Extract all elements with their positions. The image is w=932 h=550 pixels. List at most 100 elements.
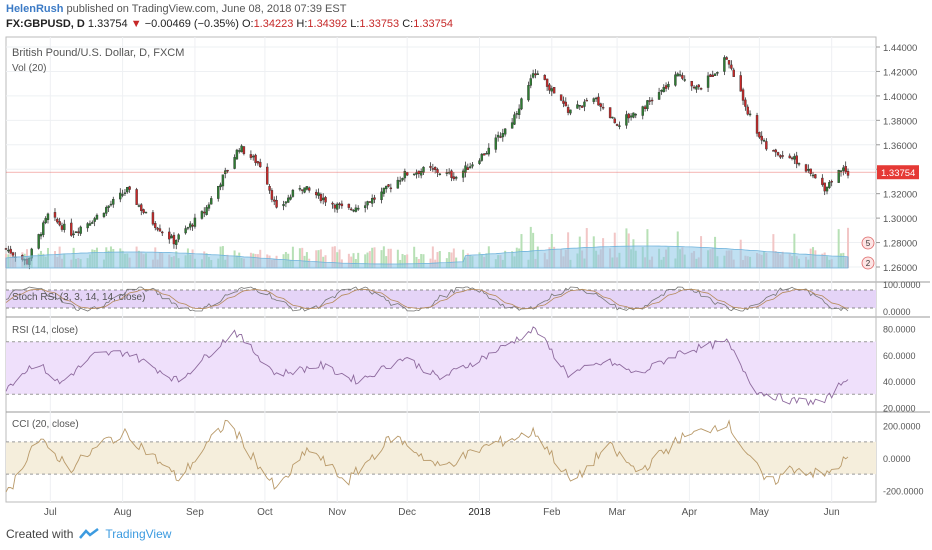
x-tick-label-aug: Aug <box>114 507 132 518</box>
volume-bar <box>298 248 301 268</box>
candle-body <box>543 75 546 80</box>
open-label: O: <box>241 18 254 30</box>
candle-body <box>730 64 733 69</box>
candle-body <box>319 193 323 202</box>
volume-bar <box>338 249 341 268</box>
candle-body <box>632 112 635 118</box>
candle-body <box>578 105 581 107</box>
candle-body <box>536 73 540 75</box>
candle-body <box>527 85 530 101</box>
open-value: 1.34223 <box>253 18 294 30</box>
candle-body <box>629 115 633 118</box>
volume-bar <box>415 256 418 268</box>
candle-body <box>499 136 502 138</box>
candle-body <box>107 205 110 208</box>
candle-body <box>333 204 337 209</box>
candle-body <box>515 113 519 115</box>
candle-body <box>723 57 726 72</box>
cci-tick-label: 0.0000 <box>883 454 911 464</box>
close-label: C: <box>402 18 414 30</box>
candle-body <box>177 234 180 240</box>
candle-body <box>485 153 488 155</box>
candle-body <box>695 86 698 90</box>
candle-body <box>776 152 780 156</box>
candle-body <box>744 99 747 107</box>
candle-body <box>415 172 418 175</box>
candle-body <box>534 73 537 76</box>
candle-body <box>454 176 458 179</box>
candle-body <box>338 203 341 206</box>
candle-body <box>170 235 173 239</box>
candle-body <box>289 196 292 200</box>
volume-bar <box>793 233 796 268</box>
rsi-tick-label: 80.0000 <box>883 325 916 335</box>
candle-body <box>478 160 481 164</box>
volume-bar <box>431 246 434 268</box>
candle-body <box>91 222 94 224</box>
stoch-band <box>6 290 876 308</box>
volume-bar <box>452 248 455 268</box>
candle-body <box>308 187 311 191</box>
volume-bar <box>350 256 353 268</box>
candle-body <box>625 114 628 126</box>
candle-body <box>807 168 810 171</box>
volume-bar <box>403 255 406 268</box>
x-tick-label-apr: Apr <box>682 507 698 518</box>
volume-bar <box>373 247 376 268</box>
candle-body <box>725 57 728 60</box>
candle-body <box>63 223 66 230</box>
candle-body <box>205 207 208 215</box>
tradingview-brand[interactable]: TradingView <box>105 527 172 541</box>
candle-body <box>298 188 302 190</box>
candle-body <box>219 184 222 188</box>
candle-body <box>240 145 243 153</box>
volume-bar <box>387 248 390 268</box>
candle-body <box>809 168 812 174</box>
candle-body <box>494 137 498 150</box>
candle-body <box>706 75 710 88</box>
candle-body <box>42 222 45 235</box>
candle-body <box>373 197 376 200</box>
price-tick-label: 1.32000 <box>883 190 917 201</box>
candle-body <box>438 173 442 176</box>
volume-bar <box>422 254 425 268</box>
rsi-pane-title: RSI (14, close) <box>12 325 78 336</box>
candle-body <box>270 190 274 200</box>
stoch-tick-label: 100.0000 <box>883 280 921 290</box>
stoch-d-line <box>5 288 849 310</box>
candle-body <box>398 180 402 182</box>
cci-tick-label: 200.0000 <box>883 422 921 432</box>
candle-body <box>93 218 96 222</box>
candle-body <box>242 146 246 154</box>
price-tick-label: 1.38000 <box>883 116 917 127</box>
price-tick-label: 1.40000 <box>883 92 917 103</box>
candle-body <box>39 233 43 237</box>
candle-body <box>648 100 651 102</box>
candle-body <box>839 170 843 173</box>
publish-info: published on TradingView.com, June 08, 2… <box>66 3 347 15</box>
author-name[interactable]: HelenRush <box>6 3 64 15</box>
candle-body <box>739 75 742 92</box>
volume-bar <box>420 253 423 268</box>
candle-body <box>559 94 563 101</box>
candle-body <box>846 171 850 176</box>
candle-body <box>564 101 567 107</box>
volume-bar <box>317 250 320 268</box>
candle-body <box>667 83 670 88</box>
volume-bar <box>319 249 322 268</box>
candle-body <box>585 99 588 102</box>
candle-body <box>821 177 824 185</box>
price-tick-label: 1.42000 <box>883 67 917 78</box>
symbol-info-line: FX:GBPUSD, D 1.33754 ▼ −0.00469 (−0.35%)… <box>6 18 453 30</box>
x-tick-label-feb: Feb <box>543 507 561 518</box>
candle-body <box>627 113 630 119</box>
symbol-label: FX:GBPUSD, D <box>6 18 85 30</box>
candle-body <box>354 207 358 212</box>
candle-body <box>200 211 204 219</box>
candle-body <box>501 133 505 138</box>
candle-body <box>657 92 661 100</box>
stoch-pane-title: Stoch RSI (3, 3, 14, 14, close) <box>12 292 145 303</box>
candle-body <box>433 166 437 170</box>
volume-bar <box>333 246 336 268</box>
